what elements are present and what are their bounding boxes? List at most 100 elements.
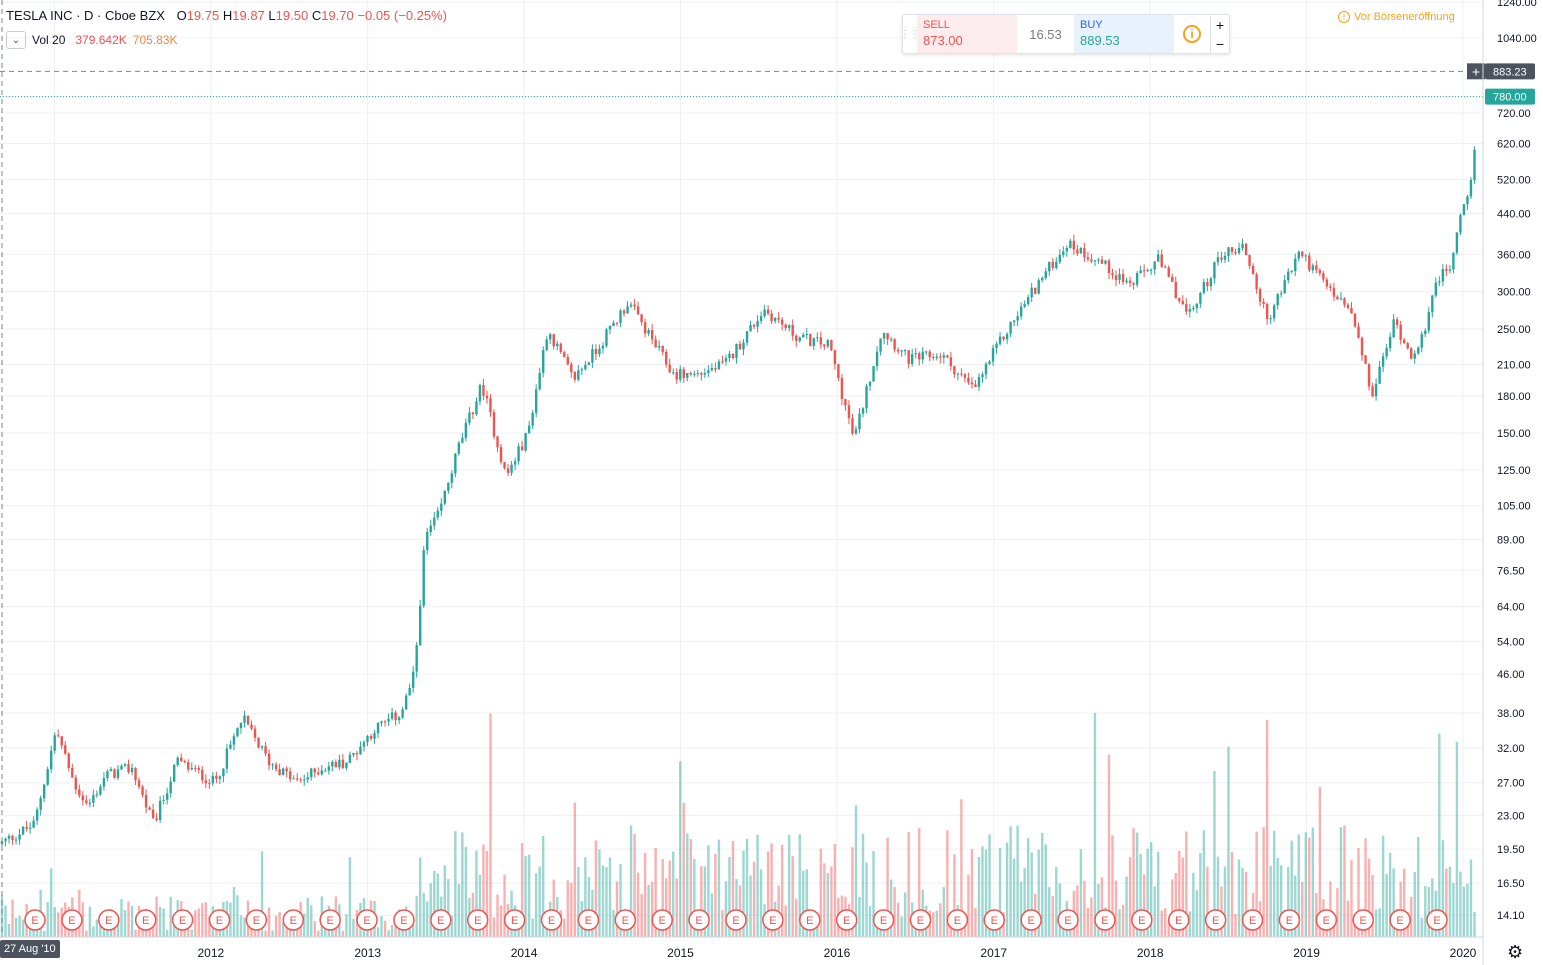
earnings-marker[interactable] bbox=[134, 909, 157, 931]
earnings-marker[interactable] bbox=[1094, 909, 1116, 931]
volume-bar bbox=[1076, 885, 1079, 937]
earnings-marker[interactable] bbox=[577, 909, 600, 931]
candle-body bbox=[253, 728, 257, 738]
earnings-marker[interactable] bbox=[245, 909, 268, 931]
earnings-marker[interactable] bbox=[356, 909, 378, 931]
volume-bar bbox=[1367, 858, 1371, 937]
volume-bar bbox=[243, 917, 246, 937]
volume-bar bbox=[788, 834, 791, 937]
y-tick-label: 520.00 bbox=[1497, 174, 1531, 186]
volume-bar bbox=[1086, 907, 1090, 937]
earnings-marker[interactable] bbox=[1426, 909, 1448, 931]
earnings-marker[interactable] bbox=[171, 909, 194, 931]
gear-icon[interactable]: ⚙ bbox=[1507, 942, 1524, 962]
volume-bar bbox=[1216, 856, 1220, 937]
candle-body bbox=[197, 768, 200, 770]
candle-body bbox=[911, 354, 914, 364]
info-button[interactable]: i bbox=[1174, 15, 1210, 53]
candle-body bbox=[805, 333, 808, 335]
drag-handle-icon[interactable]: ⋮⋮ bbox=[900, 28, 920, 40]
candle-body bbox=[984, 363, 988, 375]
candle-body bbox=[120, 765, 123, 770]
earnings-marker[interactable] bbox=[208, 909, 231, 931]
earnings-marker[interactable] bbox=[24, 909, 46, 931]
earnings-marker[interactable] bbox=[835, 909, 858, 931]
earnings-marker[interactable] bbox=[872, 909, 895, 931]
earnings-marker[interactable] bbox=[1241, 909, 1264, 931]
buy-button[interactable]: BUY 889.53 bbox=[1074, 15, 1174, 53]
earnings-marker[interactable] bbox=[466, 909, 489, 931]
earnings-marker[interactable] bbox=[282, 909, 305, 931]
open-value: 19.75 bbox=[186, 8, 220, 23]
candle-body bbox=[457, 442, 461, 454]
earnings-marker[interactable] bbox=[319, 909, 341, 931]
volume-bar bbox=[383, 920, 387, 937]
earnings-marker[interactable] bbox=[614, 909, 637, 931]
candle-body bbox=[1280, 293, 1283, 295]
volume-bar bbox=[1153, 886, 1156, 937]
candle-body bbox=[900, 350, 903, 352]
candle-body bbox=[868, 381, 872, 387]
earnings-marker[interactable] bbox=[61, 909, 83, 931]
candle-body bbox=[1100, 259, 1104, 264]
earnings-marker[interactable] bbox=[540, 909, 563, 931]
candle-body bbox=[1149, 269, 1153, 271]
earnings-marker[interactable] bbox=[1352, 909, 1374, 931]
minus-button[interactable]: − bbox=[1215, 35, 1225, 52]
earnings-marker-label: E bbox=[585, 915, 592, 927]
candle-body bbox=[636, 306, 640, 315]
earnings-marker[interactable] bbox=[1020, 909, 1042, 931]
candle-body bbox=[1350, 307, 1353, 314]
candle-body bbox=[454, 453, 457, 474]
market-status[interactable]: ! Vor Börseneröffnung bbox=[1338, 11, 1455, 23]
crosshair-plus-button[interactable] bbox=[1467, 63, 1485, 80]
earnings-marker[interactable] bbox=[909, 909, 932, 931]
earnings-marker[interactable] bbox=[762, 909, 784, 931]
candle-body bbox=[759, 316, 763, 322]
earnings-marker[interactable] bbox=[503, 909, 526, 931]
candle-body bbox=[7, 835, 11, 839]
candle-body bbox=[1434, 282, 1438, 296]
candle-body bbox=[215, 775, 218, 779]
volume-bar bbox=[450, 915, 454, 937]
plus-button[interactable]: + bbox=[1215, 16, 1225, 33]
volume-bar bbox=[1167, 920, 1170, 937]
earnings-marker[interactable] bbox=[430, 909, 452, 931]
earnings-marker[interactable] bbox=[1389, 909, 1411, 931]
earnings-marker[interactable] bbox=[98, 909, 120, 931]
volume-bar bbox=[795, 898, 798, 937]
candle-body bbox=[724, 358, 728, 362]
chevron-down-icon[interactable]: ⌄ bbox=[6, 31, 26, 49]
volume-bar bbox=[974, 908, 977, 937]
sell-button[interactable]: SELL 873.00 bbox=[917, 15, 1017, 53]
earnings-marker[interactable] bbox=[1204, 909, 1227, 931]
candle-body bbox=[830, 340, 833, 351]
earnings-marker[interactable] bbox=[946, 909, 969, 931]
earnings-marker[interactable] bbox=[1315, 909, 1338, 931]
earnings-marker[interactable] bbox=[393, 909, 415, 931]
earnings-marker-label: E bbox=[1212, 915, 1219, 927]
candle-body bbox=[1431, 295, 1434, 313]
earnings-marker[interactable] bbox=[1131, 909, 1153, 931]
candle-body bbox=[580, 369, 584, 371]
earnings-marker[interactable] bbox=[983, 909, 1006, 931]
candle-body bbox=[78, 789, 81, 796]
volume-bar bbox=[1202, 830, 1206, 937]
earnings-marker[interactable] bbox=[651, 909, 673, 931]
earnings-marker[interactable] bbox=[1167, 909, 1190, 931]
volume-bar bbox=[1223, 866, 1227, 937]
earnings-marker[interactable] bbox=[688, 909, 710, 931]
candle-body bbox=[1026, 297, 1030, 305]
symbol-title[interactable]: TESLA INC · D · Cboe BZX bbox=[6, 8, 165, 23]
earnings-marker[interactable] bbox=[1278, 909, 1301, 931]
volume-bar bbox=[1441, 840, 1445, 937]
candle-body bbox=[408, 687, 411, 696]
earnings-marker[interactable] bbox=[725, 909, 747, 931]
candle-body bbox=[397, 717, 401, 721]
candle-body bbox=[450, 473, 454, 483]
candle-body bbox=[542, 350, 545, 373]
candle-body bbox=[1093, 260, 1097, 262]
earnings-marker[interactable] bbox=[799, 909, 821, 931]
earnings-marker[interactable] bbox=[1057, 909, 1079, 931]
